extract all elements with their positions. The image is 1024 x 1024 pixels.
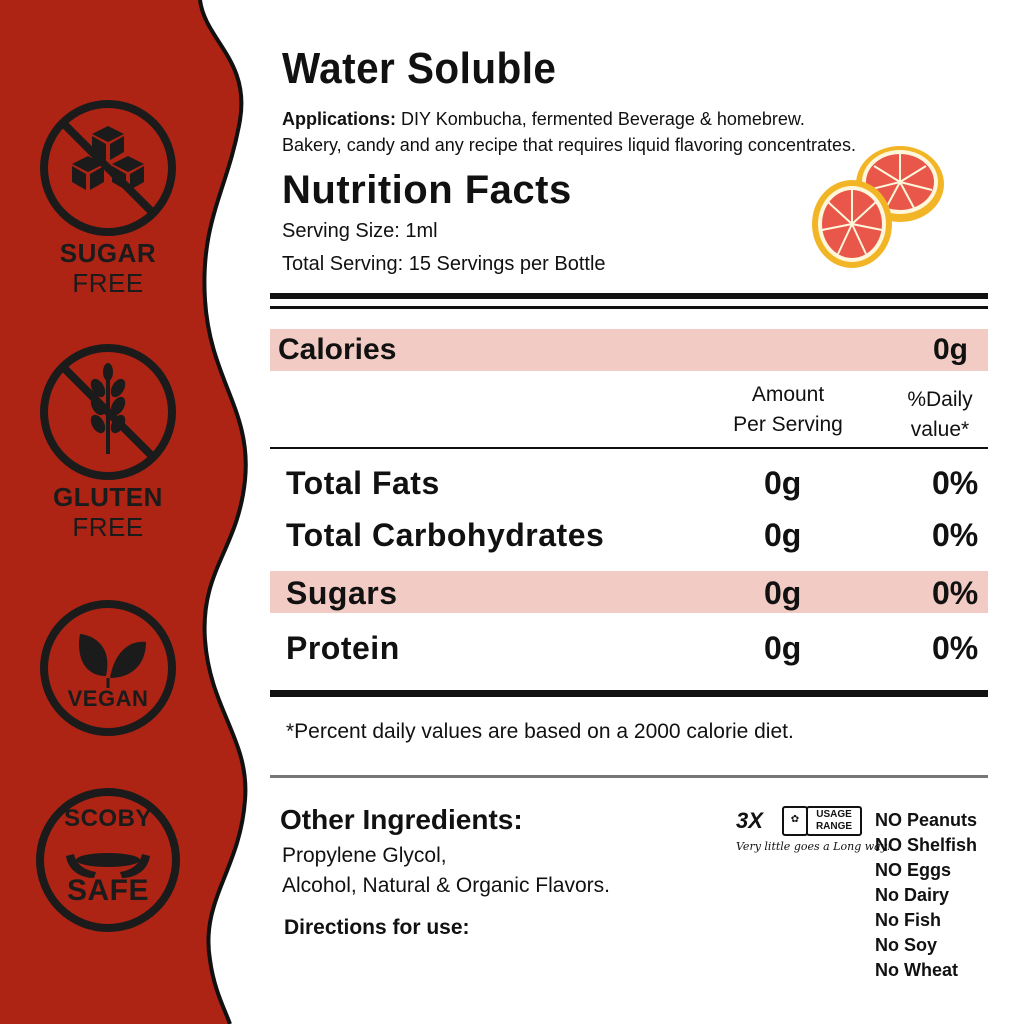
nutrient-daily: 0% bbox=[932, 630, 979, 666]
nutrient-row: Total Carbohydrates 0g 0% bbox=[270, 513, 988, 555]
nutrient-label: Total Carbohydrates bbox=[286, 517, 605, 553]
applications-text: Applications: DIY Kombucha, fermented Be… bbox=[282, 106, 882, 158]
badge-title: SUGAR bbox=[59, 238, 157, 268]
potency-icon: ✿ bbox=[782, 806, 808, 836]
badge-subtitle: SAFE bbox=[66, 874, 149, 907]
daily-value-header: %Daily value* bbox=[890, 385, 990, 445]
usage-range-box: USAGE RANGE bbox=[806, 806, 862, 836]
nutrient-amount: 0g bbox=[764, 630, 802, 666]
header-line: Per Serving bbox=[733, 413, 843, 436]
usage-tagline: Very little goes a Long way! bbox=[736, 840, 892, 853]
serving-size: Serving Size: 1ml bbox=[282, 220, 438, 242]
usage-label: USAGE bbox=[816, 809, 852, 820]
allergen-item: No Fish bbox=[875, 910, 941, 930]
usage-range-badge: 3X ✿ USAGE RANGE Very little goes a Long… bbox=[736, 806, 891, 856]
nutrient-row: Sugars 0g 0% bbox=[270, 571, 988, 613]
gluten-free-badge: GLUTEN FREE bbox=[30, 342, 186, 542]
vegan-badge: VEGAN bbox=[30, 598, 186, 768]
allergen-item: NO Eggs bbox=[875, 860, 952, 880]
header-line: value* bbox=[910, 418, 970, 441]
badge-subtitle: FREE bbox=[72, 268, 144, 298]
nutrient-row: Protein 0g 0% bbox=[270, 626, 988, 668]
sugar-cube-icon bbox=[40, 100, 176, 236]
range-label: RANGE bbox=[815, 821, 853, 832]
grapefruit-illustration bbox=[812, 146, 944, 268]
allergen-item: NO Shelfish bbox=[875, 835, 978, 855]
thick-divider bbox=[270, 690, 988, 697]
amount-per-serving-header: Amount Per Serving bbox=[708, 380, 868, 440]
applications-label: Applications: bbox=[282, 109, 397, 129]
other-ingredients-title: Other Ingredients: bbox=[280, 804, 523, 835]
page-title: Water Soluble bbox=[282, 44, 557, 93]
nutrient-amount: 0g bbox=[764, 575, 802, 611]
divider bbox=[270, 306, 988, 309]
nutrient-daily: 0% bbox=[932, 517, 979, 553]
nutrient-daily: 0% bbox=[932, 465, 979, 501]
scoby-safe-badge: SCOBY SAFE bbox=[30, 786, 186, 934]
badge-title: SCOBY bbox=[64, 805, 152, 832]
scoby-hands-icon bbox=[66, 853, 150, 878]
sugar-free-badge: SUGAR FREE bbox=[30, 96, 186, 298]
calories-row: Calories 0g bbox=[270, 329, 988, 371]
allergen-list: NO Peanuts NO Shelfish NO Eggs No Dairy … bbox=[875, 808, 977, 983]
badge-subtitle: FREE bbox=[72, 512, 144, 542]
nutrient-amount: 0g bbox=[764, 465, 802, 501]
usage-multiplier: 3X bbox=[736, 808, 763, 833]
daily-value-footnote: *Percent daily values are based on a 200… bbox=[286, 720, 794, 743]
calories-value: 0g bbox=[932, 333, 968, 366]
ingredient-line: Propylene Glycol, bbox=[282, 844, 447, 867]
calories-label: Calories bbox=[278, 333, 397, 366]
header-line: %Daily bbox=[907, 388, 973, 411]
sidebar-background bbox=[0, 0, 248, 1024]
label-content: Water Soluble Applications: DIY Kombucha… bbox=[270, 0, 990, 1024]
nutrient-label: Total Fats bbox=[286, 465, 440, 501]
leaf-icon bbox=[79, 634, 146, 688]
nutrient-label: Sugars bbox=[286, 575, 398, 611]
nutrient-amount: 0g bbox=[764, 517, 802, 553]
section-divider bbox=[270, 775, 988, 778]
allergen-item: No Wheat bbox=[875, 960, 958, 980]
allergen-item: No Soy bbox=[875, 935, 938, 955]
nutrient-row: Total Fats 0g 0% bbox=[270, 461, 988, 503]
divider bbox=[270, 447, 988, 449]
nutrient-daily: 0% bbox=[932, 575, 979, 611]
wheat-icon bbox=[40, 344, 176, 480]
nutrient-label: Protein bbox=[286, 630, 400, 666]
allergen-item: NO Peanuts bbox=[875, 810, 978, 830]
ingredient-line: Alcohol, Natural & Organic Flavors. bbox=[282, 874, 610, 897]
applications-line2: Bakery, candy and any recipe that requir… bbox=[282, 135, 856, 155]
total-serving: Total Serving: 15 Servings per Bottle bbox=[282, 253, 606, 275]
vegan-badge-ring bbox=[40, 600, 176, 736]
directions-label: Directions for use: bbox=[284, 916, 470, 939]
nutrition-facts-title: Nutrition Facts bbox=[282, 168, 572, 212]
badge-title: GLUTEN bbox=[53, 482, 163, 512]
header-line: Amount bbox=[751, 383, 825, 406]
scoby-badge-ring bbox=[36, 788, 180, 932]
badge-title: VEGAN bbox=[67, 686, 149, 711]
thick-divider bbox=[270, 293, 988, 299]
applications-line1: DIY Kombucha, fermented Beverage & homeb… bbox=[401, 109, 805, 129]
allergen-item: No Dairy bbox=[875, 885, 950, 905]
